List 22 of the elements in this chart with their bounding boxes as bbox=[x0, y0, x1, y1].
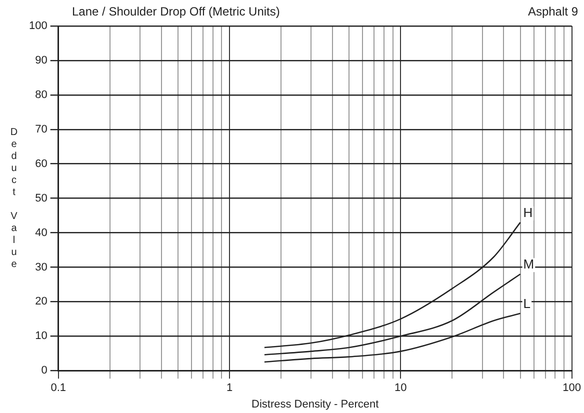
chart-title: Lane / Shoulder Drop Off (Metric Units) bbox=[72, 4, 280, 18]
y-tick-label: 90 bbox=[35, 54, 48, 66]
y-tick-label: 80 bbox=[35, 88, 48, 101]
y-tick-label: 70 bbox=[35, 123, 48, 136]
series-label: M bbox=[523, 256, 534, 272]
series-label: L bbox=[523, 296, 531, 311]
chart-subtitle: Asphalt 9 bbox=[528, 4, 578, 18]
x-axis-title: Distress Density - Percent bbox=[252, 398, 379, 410]
y-tick-label: 20 bbox=[35, 296, 48, 308]
x-tick-label: 10 bbox=[394, 382, 407, 394]
x-tick-label: 1 bbox=[226, 382, 233, 394]
y-tick-label: 0 bbox=[41, 364, 48, 377]
y-tick-label: 100 bbox=[28, 20, 48, 32]
y-tick-label: 50 bbox=[35, 192, 48, 204]
y-tick-label: 10 bbox=[35, 330, 48, 342]
y-tick-label: 30 bbox=[35, 261, 48, 274]
y-tick-label: 40 bbox=[35, 226, 48, 239]
text: Deduct Value bbox=[10, 127, 18, 270]
x-tick-label: 100 bbox=[562, 382, 582, 394]
series-label: H bbox=[523, 205, 533, 220]
x-tick-label: 0.1 bbox=[50, 382, 66, 394]
y-tick-label: 60 bbox=[35, 158, 48, 170]
